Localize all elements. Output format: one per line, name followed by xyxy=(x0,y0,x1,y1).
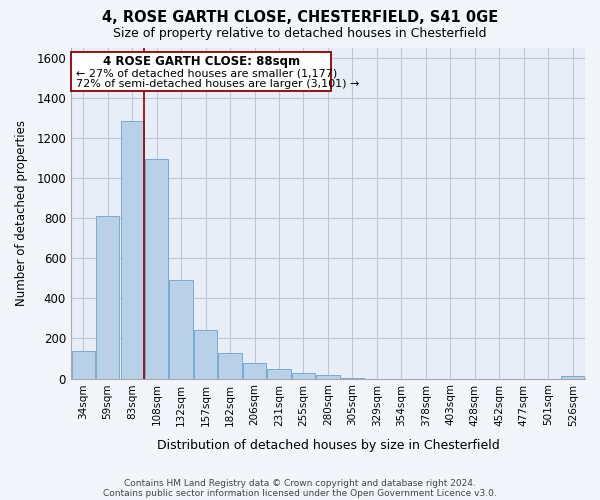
Bar xyxy=(561,376,584,378)
Text: Contains HM Land Registry data © Crown copyright and database right 2024.: Contains HM Land Registry data © Crown c… xyxy=(124,478,476,488)
Text: 4 ROSE GARTH CLOSE: 88sqm: 4 ROSE GARTH CLOSE: 88sqm xyxy=(103,55,300,68)
Text: 72% of semi-detached houses are larger (3,101) →: 72% of semi-detached houses are larger (… xyxy=(76,78,360,88)
Bar xyxy=(316,375,340,378)
Bar xyxy=(145,159,168,378)
FancyBboxPatch shape xyxy=(71,52,331,90)
Bar xyxy=(243,363,266,378)
Bar xyxy=(194,330,217,378)
Bar xyxy=(268,369,290,378)
Bar xyxy=(218,353,242,378)
Bar xyxy=(121,120,144,378)
Text: ← 27% of detached houses are smaller (1,177): ← 27% of detached houses are smaller (1,… xyxy=(76,68,338,78)
X-axis label: Distribution of detached houses by size in Chesterfield: Distribution of detached houses by size … xyxy=(157,440,499,452)
Bar xyxy=(169,280,193,378)
Bar xyxy=(292,373,315,378)
Text: Contains public sector information licensed under the Open Government Licence v3: Contains public sector information licen… xyxy=(103,488,497,498)
Bar xyxy=(71,350,95,378)
Y-axis label: Number of detached properties: Number of detached properties xyxy=(15,120,28,306)
Bar xyxy=(96,216,119,378)
Text: 4, ROSE GARTH CLOSE, CHESTERFIELD, S41 0GE: 4, ROSE GARTH CLOSE, CHESTERFIELD, S41 0… xyxy=(102,10,498,25)
Text: Size of property relative to detached houses in Chesterfield: Size of property relative to detached ho… xyxy=(113,28,487,40)
